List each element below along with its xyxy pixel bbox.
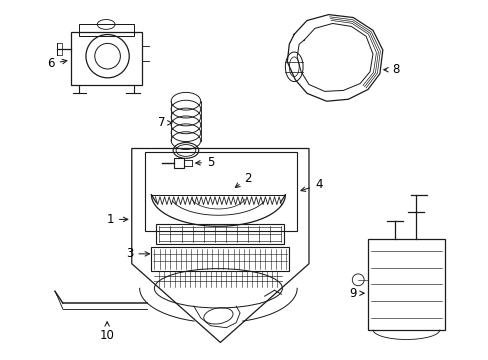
Text: 2: 2 [235, 171, 251, 188]
Text: 4: 4 [300, 179, 322, 192]
Text: 10: 10 [100, 322, 114, 342]
Text: 7: 7 [157, 116, 172, 129]
Text: 5: 5 [195, 156, 214, 169]
Text: 6: 6 [47, 57, 67, 70]
Text: 9: 9 [349, 287, 364, 300]
Text: 3: 3 [126, 247, 149, 260]
Text: 1: 1 [106, 213, 127, 226]
Text: 8: 8 [383, 63, 399, 76]
